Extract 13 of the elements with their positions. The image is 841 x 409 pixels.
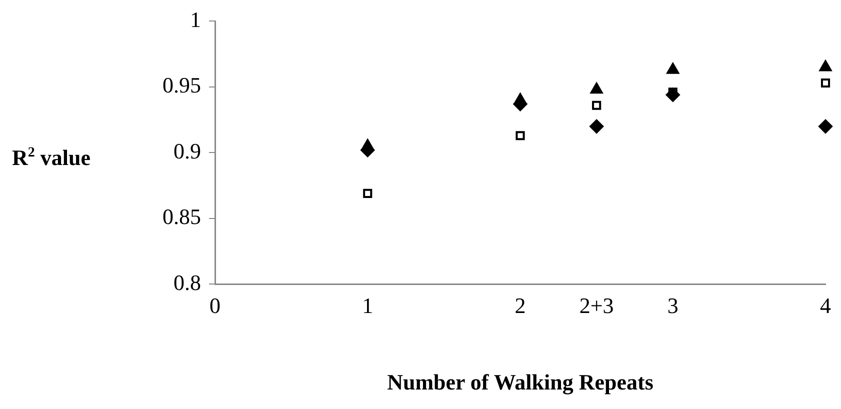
y-axis-title: R$^{2}$ value <box>12 145 91 171</box>
y-tick-label: 0.85 <box>162 204 201 230</box>
x-tick-label: 4 <box>820 293 831 318</box>
x-tick-label: 1 <box>362 293 374 318</box>
y-tick-label: 0.8 <box>174 270 201 295</box>
x-tick-label: 2+3 <box>579 293 614 318</box>
x-tick-label: 0 <box>210 293 220 318</box>
x-tick-label: 3 <box>667 293 678 318</box>
x-tick-label: 2 <box>514 293 526 318</box>
y-tick-label: 0.9 <box>174 138 201 164</box>
x-axis-title: Number of Walking Repeats <box>387 369 654 394</box>
y-tick-label: 0.95 <box>162 72 201 98</box>
y-tick-label: 1 <box>190 6 201 32</box>
